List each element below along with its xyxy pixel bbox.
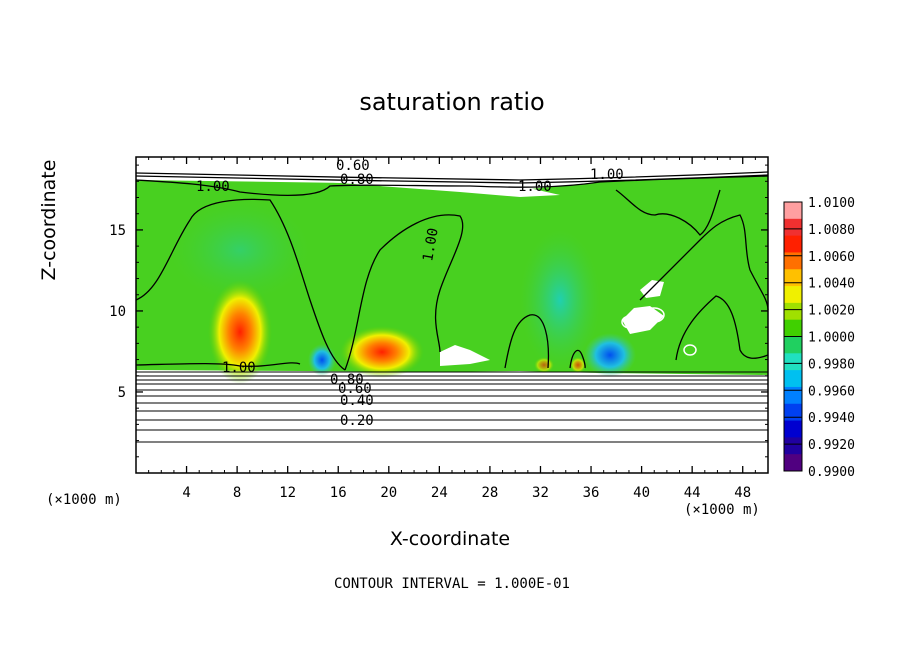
colorbar-swatch	[784, 252, 802, 270]
y-tick-label: 15	[109, 223, 126, 239]
colorbar-swatch	[784, 420, 802, 438]
x-tick-label: 16	[330, 485, 347, 501]
colorbar-swatch	[784, 370, 802, 388]
contour-label: 1.00	[222, 360, 256, 376]
colorbar-label: 0.9980	[808, 357, 855, 372]
contour-label: 0.40	[340, 393, 374, 409]
colorbar-label: 1.0000	[808, 331, 855, 346]
x-tick-label: 28	[481, 485, 498, 501]
colorbar-swatch	[784, 302, 802, 321]
colorbar-swatch	[784, 218, 802, 237]
colorbar-label: 0.9940	[808, 411, 855, 426]
x-tick-label: 24	[431, 485, 448, 501]
x-tick-label: 48	[734, 485, 751, 501]
x-tick-label: 4	[182, 485, 190, 501]
colorbar-swatch	[784, 286, 802, 304]
low-contours	[135, 371, 769, 443]
contour-interval-note: CONTOUR INTERVAL = 1.000E-01	[333, 576, 570, 592]
contour-label: 0.80	[330, 372, 364, 388]
x-tick-label: 44	[684, 485, 701, 501]
colorbar-label: 0.9960	[808, 384, 855, 399]
contour-lines	[135, 171, 769, 371]
cold-spot-36km	[584, 333, 636, 377]
colorbar-label: 1.0020	[808, 304, 855, 319]
y-tick-label: 10	[109, 304, 126, 320]
colorbar-label: 1.0060	[808, 250, 855, 265]
contour-label: 1.00	[590, 167, 624, 183]
colorbar-swatch	[784, 269, 802, 287]
y-tick-label: 5	[118, 385, 126, 401]
contour-label: 0.60	[338, 381, 372, 397]
contour-text-labels: 0.60 0.80 1.00 1.00 1.00 1.00 1.00 0.80 …	[196, 158, 624, 429]
cold-spot-15km	[308, 344, 336, 376]
x-unit-label-right: (×1000 m)	[684, 502, 760, 518]
x-tick-label: 20	[380, 485, 397, 501]
x-tick-label: 8	[233, 485, 241, 501]
x-tick-label: 32	[532, 485, 549, 501]
colorbar-swatch	[784, 336, 802, 354]
x-axis-label: X-coordinate	[389, 528, 511, 550]
colorbar-label: 0.9900	[808, 465, 855, 480]
contour-label: 0.60	[336, 158, 370, 174]
plume-hotspot-8km	[208, 280, 272, 384]
chart-title: saturation ratio	[359, 88, 545, 116]
colorbar-swatch	[784, 202, 802, 220]
colorbar-label: 0.9920	[808, 438, 855, 453]
contour-label: 1.00	[420, 227, 442, 263]
colorbar-swatch	[784, 386, 802, 405]
colorbar-label: 1.0100	[808, 196, 855, 211]
x-unit-label-left: (×1000 m)	[46, 492, 122, 508]
x-tick-label: 40	[633, 485, 650, 501]
y-axis-ticks: 5 10 15	[109, 164, 768, 458]
contour-label: 0.20	[340, 413, 374, 429]
colorbar-swatch	[784, 319, 802, 337]
colorbar-label: 1.0040	[808, 277, 855, 292]
colorbar-swatch	[784, 353, 802, 371]
x-tick-label: 12	[279, 485, 296, 501]
colorbar-swatch	[784, 235, 802, 253]
colorbar: 1.0100 1.0080 1.0060 1.0040 1.0020 1.0000 0.99…	[783, 196, 855, 480]
colorbar-swatch	[784, 454, 802, 472]
colorbar-label: 1.0080	[808, 223, 855, 238]
plume-hotspot-20km	[340, 326, 424, 378]
contour-label: 1.00	[196, 179, 230, 195]
x-axis-ticks: 4 8 12 16 20 24 28 32 36 40 44 48	[148, 157, 756, 501]
colorbar-swatch	[784, 403, 802, 422]
contour-label: 0.80	[340, 172, 374, 188]
contour-label: 1.00	[518, 179, 552, 195]
x-tick-label: 36	[583, 485, 600, 501]
colorbar-swatch	[784, 437, 802, 455]
